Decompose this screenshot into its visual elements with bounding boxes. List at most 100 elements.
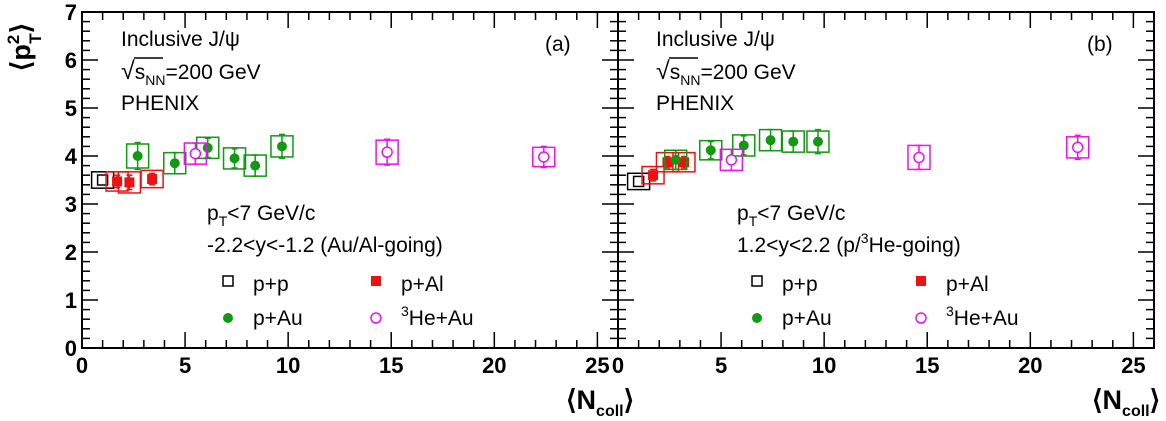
legend-a-pal-label: p+Al [401,273,444,296]
y-tick-label: 4 [65,144,78,169]
legend-a-heau-marker [370,312,382,324]
y-cut-post: He-going) [869,234,961,257]
point-3heau [1071,141,1084,154]
point-3heau [913,151,925,164]
syst-box-pp [626,172,651,191]
point-pau [132,151,143,161]
energy-s: s [670,61,681,84]
y-cut-sup: 3 [861,230,869,246]
y-axis-title-sub: T [26,33,45,44]
legend-b-pp-marker [751,275,763,287]
energy-sub: NN [680,72,700,88]
panel-b-energy: √sNN=200 GeV [656,57,796,88]
point-pau [670,154,681,165]
he-rest: He+Au [954,307,1019,330]
y-tick-label: 2 [65,240,77,265]
x-tick-label: 0 [612,353,624,378]
point-pal [662,157,673,168]
legend-b-pal-marker [916,276,926,286]
point-pau [788,136,799,147]
legend-a-heau-label: 3He+Au [401,303,474,330]
he-sup: 3 [946,303,954,319]
x-tick-label: 20 [1018,353,1042,378]
energy-value: =200 GeV [700,61,795,84]
point-pal [648,170,659,181]
x-tick-label: 25 [1121,353,1145,378]
point-pal [124,177,135,188]
x-axis-title-close: ⟩ [1150,385,1161,415]
panel-b-annotations: (b) Inclusive J/ψ √sNN=200 GeV PHENIX pT… [656,28,1113,330]
he-sup: 3 [401,303,409,319]
x-tick-label: 25 [585,353,609,378]
legend-a-pp-marker [222,275,234,287]
y-cut-pre: 1.2<y<2.2 (p/ [737,234,861,257]
y-tick-label: 5 [65,96,77,121]
he-rest: He+Au [409,307,474,330]
x-tick-label: 5 [179,353,191,378]
pt-sub: T [219,213,228,229]
y-axis-title: ⟨p2 T⟩ [4,23,45,71]
sqrt-sign: √ [656,57,670,85]
x-tick-label: 5 [715,353,727,378]
x-tick-label: 10 [276,353,300,378]
y-axis-title-close: ⟩ [6,23,36,34]
point-pal [112,176,123,187]
x-tick-label: 15 [915,353,939,378]
syst-box-pau [222,147,247,170]
y-tick-label: 0 [65,336,77,361]
pt-p: p [207,202,219,225]
point-pal [147,174,158,185]
syst-box-pal [140,169,164,189]
x-axis-title-sub: coll [1122,403,1150,420]
svg-text:⟨Ncoll⟩: ⟨Ncoll⟩ [1092,385,1160,420]
y-tick-label: 7 [65,0,77,25]
x-tick-label: 0 [76,353,88,378]
y-axis-title-sup: 2 [4,35,23,44]
point-pau [765,135,776,146]
legend-b-pau-label: p+Au [782,307,832,330]
point-3heau [381,146,393,158]
point-pp [632,175,645,188]
panel-a-title: Inclusive J/ψ [121,28,240,51]
point-3heau [189,147,202,160]
energy-value: =200 GeV [165,61,260,84]
point-pau [705,145,716,156]
panel-a-pt-cut: pT<7 GeV/c [207,202,315,229]
point-pau [169,158,180,169]
panel-b-pt-cut: pT<7 GeV/c [737,202,845,229]
x-axis-title-a: ⟨Ncoll⟩ [566,385,634,420]
panel-b-experiment: PHENIX [656,92,734,115]
x-axis-title-main: ⟨N [566,385,596,415]
syst-box-pal [641,165,665,185]
x-axis-title-sub: coll [596,403,624,420]
point-pau [229,153,240,164]
energy-s: s [135,61,146,84]
syst-box-pau [196,136,220,160]
y-tick-label: 3 [65,192,77,217]
point-pau [250,160,261,171]
svg-text:⟨p2T⟩: ⟨p2 T⟩ [4,23,45,71]
y-tick-label: 1 [65,288,77,313]
panel-b-rapidity-cut: 1.2<y<2.2 (p/3He-going) [737,230,961,257]
pt-sub: T [749,213,758,229]
x-axis-title-b: ⟨Ncoll⟩ [1092,385,1160,420]
legend-a-pal-marker [371,276,381,286]
sqrt-sign: √ [121,57,135,85]
legend-b-heau-label: 3He+Au [946,303,1019,330]
legend-b-pp-label: p+p [782,273,818,296]
point-pau [738,140,749,151]
panel-a-experiment: PHENIX [121,92,199,115]
point-pau [276,141,287,152]
energy-sub: NN [145,72,165,88]
legend-a-pau-label: p+Au [253,307,303,330]
x-tick-label: 20 [482,353,506,378]
legend-b-pau-marker [752,313,762,323]
legend-b-heau-marker [915,312,927,324]
pt-p: p [737,202,749,225]
y-axis-title-main: ⟨p [6,44,36,71]
x-tick-label: 15 [379,353,403,378]
syst-box-pau [699,139,723,161]
point-pau [202,142,213,153]
x-axis-title-close: ⟩ [624,385,635,415]
